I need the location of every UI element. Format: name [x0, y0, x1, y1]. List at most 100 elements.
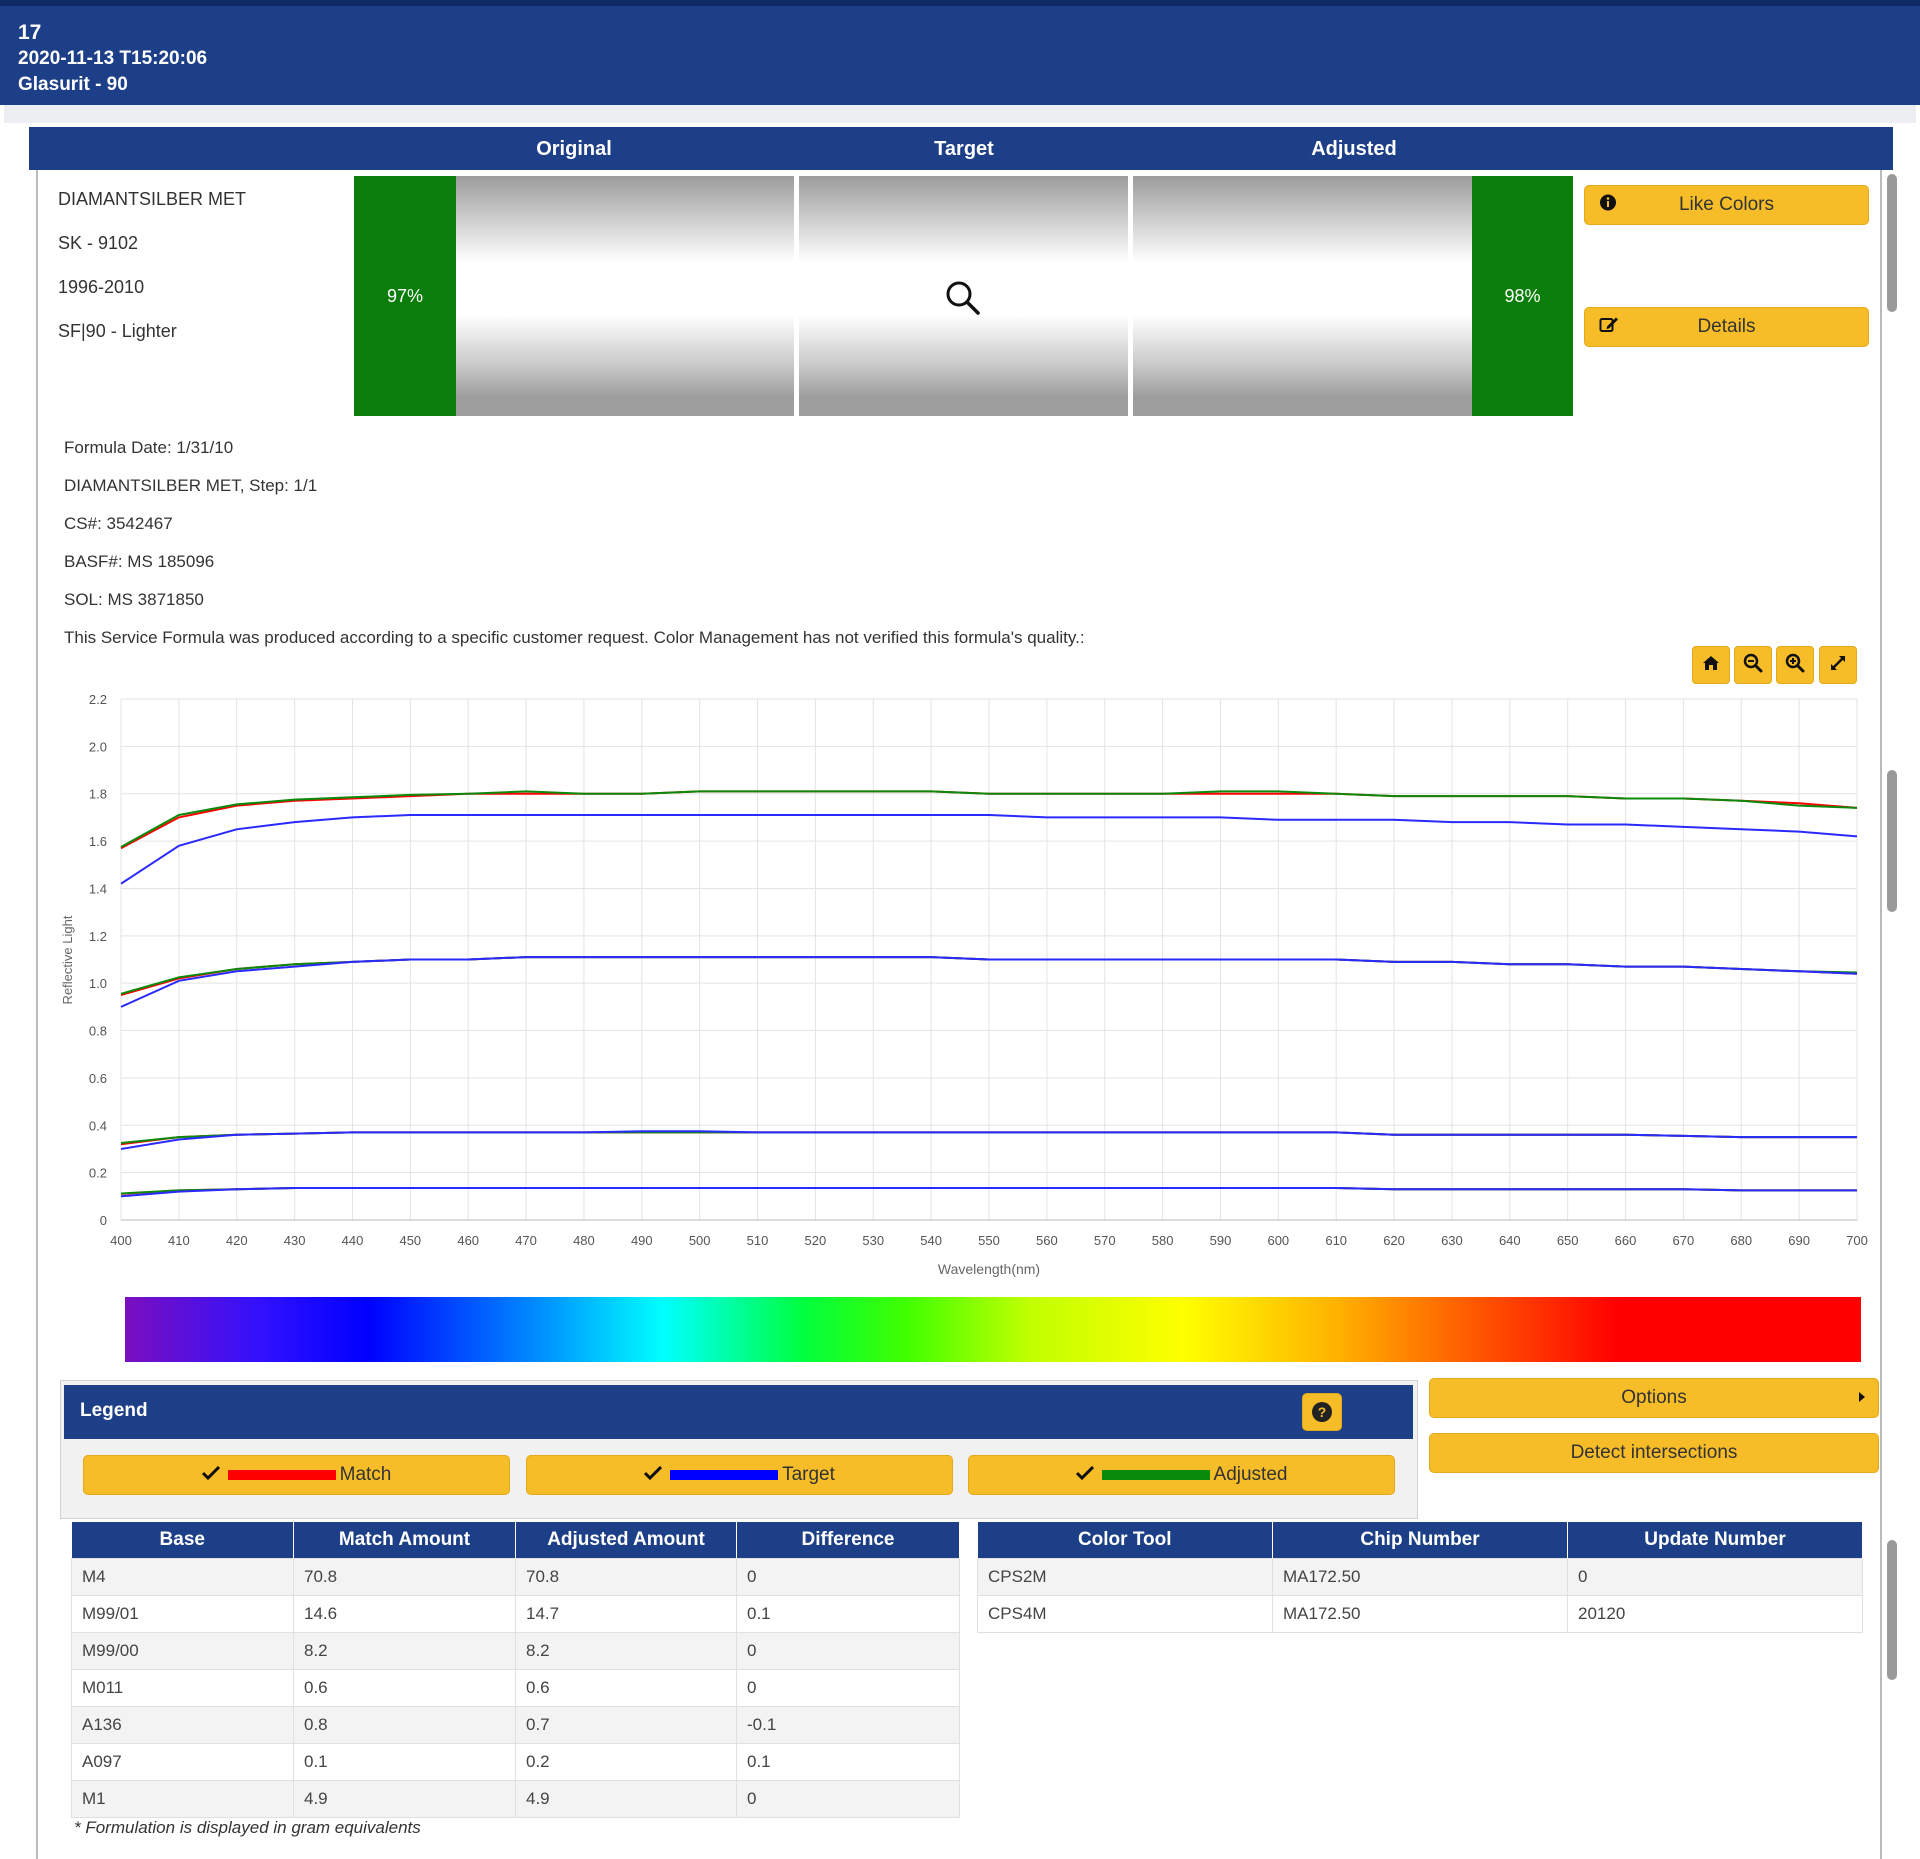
- table-cell: 0.1: [736, 1595, 960, 1633]
- match-amount-header[interactable]: Match Amount: [293, 1522, 516, 1559]
- adjusted-match-badge: 98%: [1472, 176, 1573, 416]
- chart-zoom-out-button[interactable]: [1734, 646, 1772, 684]
- x-tick-label: 500: [689, 1233, 711, 1248]
- table-cell: 70.8: [515, 1558, 737, 1596]
- base-table: Base Match Amount Adjusted Amount Differ…: [71, 1522, 960, 1818]
- x-tick-label: 700: [1846, 1233, 1868, 1248]
- table-cell: A097: [71, 1743, 294, 1781]
- reflectance-chart[interactable]: 400 410 420 430 440 450 460 470 480 490 500 510 520 5…: [36, 690, 1874, 1284]
- column-original: Original: [536, 138, 612, 160]
- table-row[interactable]: CPS2M MA172.50 0: [977, 1558, 1863, 1596]
- update-number-header[interactable]: Update Number: [1567, 1522, 1863, 1559]
- detect-intersections-button[interactable]: Detect intersections: [1429, 1433, 1879, 1473]
- header-separator: [4, 105, 1916, 123]
- x-tick-label: 480: [573, 1233, 595, 1248]
- table-row[interactable]: A136 0.8 0.7 -0.1: [71, 1706, 960, 1744]
- formula-note: This Service Formula was produced accord…: [64, 628, 1085, 647]
- table-row[interactable]: A097 0.1 0.2 0.1: [71, 1743, 960, 1781]
- x-tick-label: 630: [1441, 1233, 1463, 1248]
- x-axis-label: Wavelength(nm): [938, 1261, 1040, 1277]
- legend-toggle-target[interactable]: Target: [526, 1455, 953, 1495]
- table-row[interactable]: M1 4.9 4.9 0: [71, 1780, 960, 1818]
- table-cell: M4: [71, 1558, 294, 1596]
- check-icon: [1075, 1464, 1094, 1486]
- table-cell: 0.6: [293, 1669, 516, 1707]
- table-cell: M011: [71, 1669, 294, 1707]
- table-cell: 20120: [1567, 1595, 1863, 1633]
- table-row[interactable]: M4 70.8 70.8 0: [71, 1558, 960, 1596]
- table-row[interactable]: CPS4M MA172.50 20120: [977, 1595, 1863, 1633]
- table-cell: 0: [736, 1780, 960, 1818]
- table-cell: CPS2M: [977, 1558, 1273, 1596]
- legend-help-button[interactable]: ?: [1302, 1393, 1342, 1431]
- legend-label-target: Target: [782, 1464, 835, 1485]
- table-cell: 70.8: [293, 1558, 516, 1596]
- x-tick-label: 690: [1788, 1233, 1810, 1248]
- details-button[interactable]: Details: [1584, 307, 1869, 347]
- table-cell: 4.9: [293, 1780, 516, 1818]
- detect-intersections-label: Detect intersections: [1570, 1442, 1738, 1463]
- x-tick-label: 530: [862, 1233, 884, 1248]
- color-years: 1996-2010: [58, 277, 145, 297]
- y-tick-label: 0: [100, 1213, 107, 1228]
- options-button[interactable]: Options: [1429, 1378, 1879, 1418]
- table-cell: 0: [1567, 1558, 1863, 1596]
- table-row[interactable]: M011 0.6 0.6 0: [71, 1669, 960, 1707]
- y-tick-label: 1.0: [89, 976, 107, 991]
- check-icon: [201, 1464, 220, 1486]
- like-colors-button[interactable]: Like Colors: [1584, 185, 1869, 225]
- original-match-percent: 97%: [386, 285, 424, 306]
- table-row[interactable]: M99/01 14.6 14.7 0.1: [71, 1595, 960, 1633]
- color-tool-header[interactable]: Color Tool: [977, 1522, 1273, 1559]
- scrollbar-thumb[interactable]: [1887, 770, 1897, 912]
- legend-toggle-adjusted[interactable]: Adjusted: [968, 1455, 1395, 1495]
- x-tick-label: 550: [978, 1233, 1000, 1248]
- y-tick-label: 1.6: [89, 834, 107, 849]
- target-swatch[interactable]: [799, 176, 1128, 416]
- scrollbar-thumb[interactable]: [1887, 174, 1897, 312]
- y-tick-label: 0.8: [89, 1024, 107, 1039]
- legend-toggle-match[interactable]: Match: [83, 1455, 510, 1495]
- table-cell: 0: [736, 1669, 960, 1707]
- adjusted-match-percent: 98%: [1504, 285, 1541, 306]
- series-line-target: [120, 956, 1858, 1008]
- caret-right-icon: [1858, 1387, 1866, 1409]
- x-tick-label: 470: [515, 1233, 537, 1248]
- base-header[interactable]: Base: [71, 1522, 294, 1559]
- x-tick-label: 430: [284, 1233, 306, 1248]
- legend-label-match: Match: [339, 1464, 392, 1485]
- adjusted-swatch[interactable]: [1133, 176, 1472, 416]
- table-cell: MA172.50: [1272, 1595, 1568, 1633]
- legend-header: [64, 1385, 1413, 1439]
- chart-zoom-in-button[interactable]: [1776, 646, 1814, 684]
- y-tick-label: 1.2: [89, 929, 107, 944]
- color-code: SK - 9102: [58, 233, 139, 253]
- options-label: Options: [1621, 1387, 1687, 1408]
- x-tick-label: 680: [1730, 1233, 1752, 1248]
- table-cell: CPS4M: [977, 1595, 1273, 1633]
- column-target: Target: [934, 138, 994, 160]
- x-tick-label: 540: [920, 1233, 942, 1248]
- scrollbar-thumb[interactable]: [1887, 1540, 1897, 1680]
- y-tick-label: 2.2: [89, 692, 107, 707]
- chip-number-header[interactable]: Chip Number: [1272, 1522, 1568, 1559]
- adjusted-amount-header[interactable]: Adjusted Amount: [515, 1522, 737, 1559]
- original-swatch[interactable]: [456, 176, 794, 416]
- chart-home-button[interactable]: [1692, 646, 1730, 684]
- difference-header[interactable]: Difference: [736, 1522, 960, 1559]
- x-tick-label: 670: [1673, 1233, 1695, 1248]
- match-swatch: [227, 1470, 336, 1480]
- details-label: Details: [1697, 316, 1756, 337]
- series-line-target: [120, 814, 1858, 885]
- table-cell: M99/01: [71, 1595, 294, 1633]
- chart-series: [120, 790, 1858, 1198]
- x-tick-label: 640: [1499, 1233, 1521, 1248]
- table-row[interactable]: M99/00 8.2 8.2 0: [71, 1632, 960, 1670]
- x-tick-label: 650: [1557, 1233, 1579, 1248]
- chart-expand-button[interactable]: [1819, 646, 1857, 684]
- brand-label: Glasurit - 90: [18, 74, 128, 95]
- magnify-icon[interactable]: [944, 279, 982, 322]
- color-tool-table: Color Tool Chip Number Update Number CPS…: [977, 1522, 1863, 1633]
- x-tick-label: 610: [1325, 1233, 1347, 1248]
- legend-label-adjusted: Adjusted: [1213, 1464, 1288, 1485]
